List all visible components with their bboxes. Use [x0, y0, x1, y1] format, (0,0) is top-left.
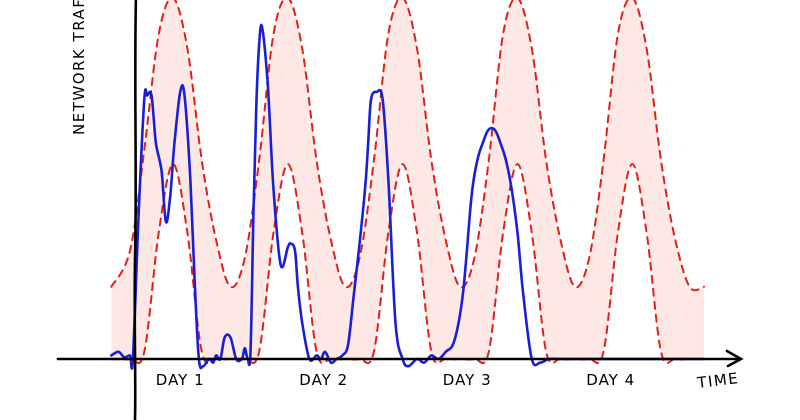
expected-band-upper-edge — [110, 0, 705, 292]
x-tick-label-day-3: DAY 3 — [443, 371, 492, 389]
x-tick-labels: DAY 1 DAY 2 DAY 3 DAY 4 — [156, 371, 635, 389]
x-tick-label-day-4: DAY 4 — [586, 371, 635, 389]
x-tick-label-day-1: DAY 1 — [156, 371, 205, 389]
x-tick-label-day-2: DAY 2 — [299, 371, 348, 389]
expected-band-lower-edge — [110, 163, 705, 364]
x-axis-label: TIME — [695, 369, 740, 392]
x-axis-arrowhead — [725, 349, 744, 368]
y-axis-label: NETWORK TRAFFIC — [70, 0, 88, 135]
expected-band-fill — [111, 0, 704, 363]
y-axis-line — [133, 0, 138, 420]
